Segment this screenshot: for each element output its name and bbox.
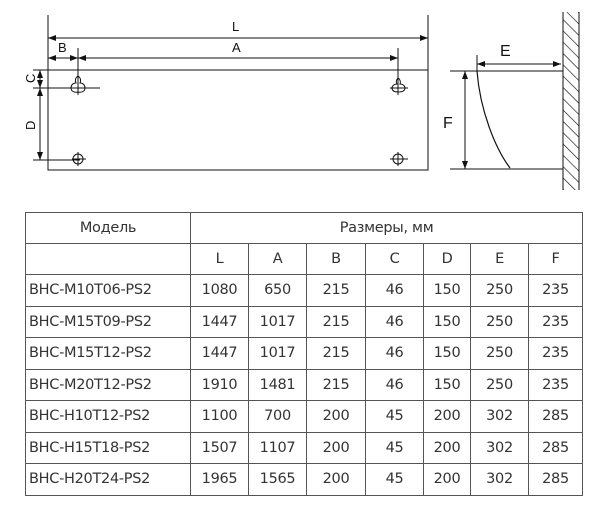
model-cell: BHC-M20T12-PS2: [25, 368, 191, 401]
dimension-cell-B: 215: [306, 274, 366, 307]
dimension-cell-B: 200: [306, 400, 366, 433]
keyhole-mount-icon: [72, 152, 86, 166]
keyhole-mount-icon: [390, 77, 408, 93]
model-header: Модель: [25, 212, 191, 244]
dimension-cell-F: 235: [527, 337, 584, 370]
dimension-cell-L: 1965: [190, 463, 249, 496]
label-A: A: [232, 40, 241, 55]
dimension-cell-E: 250: [470, 368, 529, 401]
model-cell: BHC-M15T09-PS2: [25, 305, 191, 338]
dimension-cell-L: 1100: [190, 400, 249, 433]
dimension-cell-L: 1910: [190, 368, 249, 401]
dimension-cell-F: 235: [527, 274, 584, 307]
label-C: C: [23, 74, 38, 83]
column-header-A: A: [248, 243, 307, 275]
dimension-cell-A: 1481: [248, 368, 307, 401]
dimension-cell-F: 235: [527, 368, 584, 401]
dimension-cell-E: 250: [470, 305, 529, 338]
dimension-cell-L: 1447: [190, 337, 249, 370]
table-row: BHC-M10T06-PS2 1080 650 215 46 150 250 235: [25, 274, 584, 307]
dimension-cell-F: 285: [527, 400, 584, 433]
dimension-cell-A: 700: [248, 400, 307, 433]
model-cell: BHC-H20T24-PS2: [25, 463, 191, 496]
dimension-cell-F: 235: [527, 305, 584, 338]
dimension-cell-E: 250: [470, 274, 529, 307]
keyhole-mount-icon: [70, 75, 86, 93]
table-row: BHC-M15T09-PS2 1447 1017 215 46 150 250 235: [25, 305, 584, 338]
dimension-cell-L: 1447: [190, 305, 249, 338]
dimension-cell-C: 46: [365, 274, 424, 307]
dimension-cell-E: 302: [470, 431, 529, 464]
dimension-cell-A: 1565: [248, 463, 307, 496]
column-header-L: L: [190, 243, 249, 275]
table-row: BHC-H10T12-PS2 1100 700 200 45 200 302 285: [25, 400, 584, 433]
dimension-cell-B: 200: [306, 463, 366, 496]
dimension-cell-B: 215: [306, 368, 366, 401]
dimension-cell-D: 200: [423, 400, 471, 433]
dimension-cell-A: 1017: [248, 337, 307, 370]
model-cell: BHC-M15T12-PS2: [25, 337, 191, 370]
dimension-cell-L: 1507: [190, 431, 249, 464]
dimension-cell-C: 46: [365, 337, 424, 370]
keyhole-mount-icon: [390, 152, 408, 166]
dimension-cell-D: 150: [423, 274, 471, 307]
model-cell: BHC-M10T06-PS2: [25, 274, 191, 307]
model-cell: BHC-H15T18-PS2: [25, 431, 191, 464]
dimension-cell-B: 215: [306, 337, 366, 370]
dimension-cell-E: 302: [470, 463, 529, 496]
dimension-cell-L: 1080: [190, 274, 249, 307]
table-row: BHC-M15T12-PS2 1447 1017 215 46 150 250 235: [25, 337, 584, 370]
dimension-cell-D: 200: [423, 463, 471, 496]
label-E: E: [500, 43, 511, 60]
dimension-cell-D: 200: [423, 431, 471, 464]
empty-cell: [25, 243, 191, 275]
dimension-cell-C: 45: [365, 431, 424, 464]
dimension-cell-F: 285: [527, 431, 584, 464]
column-header-C: C: [365, 243, 424, 275]
dimension-cell-C: 45: [365, 400, 424, 433]
dimension-cell-D: 150: [423, 368, 471, 401]
dimension-cell-A: 650: [248, 274, 307, 307]
table-header-row: Модель Размеры, мм: [25, 212, 584, 244]
front-view: [33, 15, 429, 171]
dimension-cell-E: 302: [470, 400, 529, 433]
dimension-cell-B: 200: [306, 431, 366, 464]
dimension-drawing: L A B C D E F: [23, 12, 580, 190]
label-F: F: [443, 115, 453, 132]
dimension-cell-B: 215: [306, 305, 366, 338]
side-view: [450, 12, 580, 190]
table-row: BHC-M20T12-PS2 1910 1481 215 46 150 250 235: [25, 368, 584, 401]
table-row: BHC-H15T18-PS2 1507 1107 200 45 200 302 285: [25, 431, 584, 464]
dimension-cell-D: 150: [423, 305, 471, 338]
label-L: L: [232, 19, 239, 34]
dimensions-header: Размеры, мм: [189, 212, 584, 244]
table-row: BHC-H20T24-PS2 1965 1565 200 45 200 302 285: [25, 463, 584, 496]
dimension-cell-C: 46: [365, 368, 424, 401]
dimension-cell-F: 285: [527, 463, 584, 496]
model-cell: BHC-H10T12-PS2: [25, 400, 191, 433]
dimension-cell-A: 1017: [248, 305, 307, 338]
dimension-cell-E: 250: [470, 337, 529, 370]
column-header-F: F: [527, 243, 584, 275]
dimension-cell-A: 1107: [248, 431, 307, 464]
label-B: B: [58, 40, 67, 55]
column-header-D: D: [423, 243, 471, 275]
label-D: D: [23, 121, 38, 130]
column-header-E: E: [470, 243, 529, 275]
dimension-cell-C: 46: [365, 305, 424, 338]
dimension-cell-C: 45: [365, 463, 424, 496]
column-header-B: B: [306, 243, 366, 275]
dimension-cell-D: 150: [423, 337, 471, 370]
